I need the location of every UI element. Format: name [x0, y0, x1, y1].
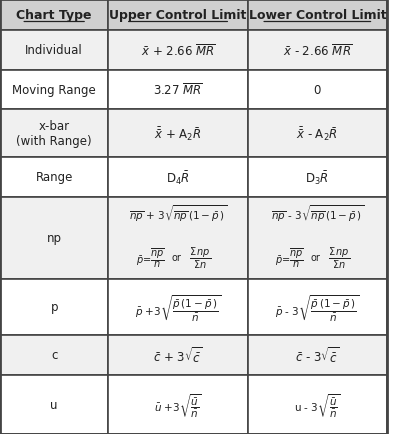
Text: $\bar{u}$ +3$\sqrt{\dfrac{\bar{u}}{\bar{n}}}$: $\bar{u}$ +3$\sqrt{\dfrac{\bar{u}}{\bar{… [154, 391, 202, 418]
Text: Lower Control Limit: Lower Control Limit [248, 9, 386, 22]
Bar [108, 0, 248, 31]
Text: $\bar{p}$=$\dfrac{\overline{np}}{n}$: $\bar{p}$=$\dfrac{\overline{np}}{n}$ [136, 246, 164, 270]
Bar [0, 279, 108, 335]
Bar [248, 0, 387, 31]
Bar [0, 0, 108, 31]
Text: $\bar{\bar{x}}$ + A$_2$$\bar{R}$: $\bar{\bar{x}}$ + A$_2$$\bar{R}$ [154, 125, 202, 143]
Bar [108, 197, 248, 279]
Text: u - 3$\sqrt{\dfrac{\bar{u}}{\bar{n}}}$: u - 3$\sqrt{\dfrac{\bar{u}}{\bar{n}}}$ [294, 391, 340, 418]
Bar [248, 375, 387, 434]
Text: $\bar{\bar{x}}$ - A$_2$$\bar{R}$: $\bar{\bar{x}}$ - A$_2$$\bar{R}$ [296, 125, 338, 143]
Bar [108, 335, 248, 375]
Bar [108, 31, 248, 70]
Text: $\bar{p}$=$\dfrac{\overline{np}}{n}$: $\bar{p}$=$\dfrac{\overline{np}}{n}$ [275, 246, 304, 270]
Text: Chart Type: Chart Type [16, 9, 92, 22]
Bar [0, 31, 108, 70]
Text: $\bar{c}$ + 3$\sqrt{\bar{c}}$: $\bar{c}$ + 3$\sqrt{\bar{c}}$ [153, 345, 203, 365]
Text: D$_3$$\bar{R}$: D$_3$$\bar{R}$ [306, 169, 329, 186]
Text: $\dfrac{\Sigma\,np}{\Sigma n}$: $\dfrac{\Sigma\,np}{\Sigma n}$ [328, 245, 350, 270]
Bar [0, 70, 108, 110]
Bar [248, 31, 387, 70]
Bar [108, 70, 248, 110]
Text: Moving Range: Moving Range [12, 84, 96, 97]
Bar [0, 158, 108, 197]
Bar [0, 375, 108, 434]
Bar [248, 70, 387, 110]
Text: $\overline{np}$ + 3$\sqrt{\overline{np}\,(1-\bar{p}\,)}$: $\overline{np}$ + 3$\sqrt{\overline{np}\… [129, 203, 227, 224]
Text: $\bar{x}$ + 2.66 $\overline{MR}$: $\bar{x}$ + 2.66 $\overline{MR}$ [141, 43, 216, 59]
Text: Upper Control Limit: Upper Control Limit [109, 9, 247, 22]
Text: or: or [311, 253, 321, 263]
Text: Range: Range [36, 171, 73, 184]
Bar [248, 279, 387, 335]
Text: $\dfrac{\Sigma\,np}{\Sigma n}$: $\dfrac{\Sigma\,np}{\Sigma n}$ [189, 245, 211, 270]
Bar [108, 110, 248, 158]
Text: x-bar
(with Range): x-bar (with Range) [16, 120, 92, 148]
Bar [108, 375, 248, 434]
Text: or: or [172, 253, 182, 263]
Text: 3.27 $\overline{MR}$: 3.27 $\overline{MR}$ [153, 82, 203, 98]
Text: $\overline{np}$ - 3$\sqrt{\overline{np}\,(1-\bar{p}\,)}$: $\overline{np}$ - 3$\sqrt{\overline{np}\… [271, 203, 364, 224]
Text: 0: 0 [314, 84, 321, 97]
Text: $\bar{x}$ - 2.66 $\overline{MR}$: $\bar{x}$ - 2.66 $\overline{MR}$ [283, 43, 352, 59]
Text: D$_4$$\bar{R}$: D$_4$$\bar{R}$ [166, 169, 190, 186]
Text: $\bar{p}$ +3$\sqrt{\dfrac{\bar{p}\,(1-\bar{p}\,)}{\bar{n}}}$: $\bar{p}$ +3$\sqrt{\dfrac{\bar{p}\,(1-\b… [135, 293, 221, 322]
Bar [0, 197, 108, 279]
Text: $\bar{c}$ - 3$\sqrt{\bar{c}}$: $\bar{c}$ - 3$\sqrt{\bar{c}}$ [295, 345, 340, 365]
Bar [248, 110, 387, 158]
Bar [108, 279, 248, 335]
Bar [108, 158, 248, 197]
Text: u: u [50, 398, 58, 411]
Text: Individual: Individual [25, 44, 83, 57]
Text: c: c [51, 349, 57, 362]
Text: p: p [50, 301, 58, 314]
Bar [248, 197, 387, 279]
Bar [0, 335, 108, 375]
Bar [248, 158, 387, 197]
Bar [0, 110, 108, 158]
Text: np: np [47, 232, 62, 245]
Text: $\bar{p}$ - 3$\sqrt{\dfrac{\bar{p}\,(1-\bar{p}\,)}{\bar{n}}}$: $\bar{p}$ - 3$\sqrt{\dfrac{\bar{p}\,(1-\… [275, 293, 360, 322]
Bar [248, 335, 387, 375]
